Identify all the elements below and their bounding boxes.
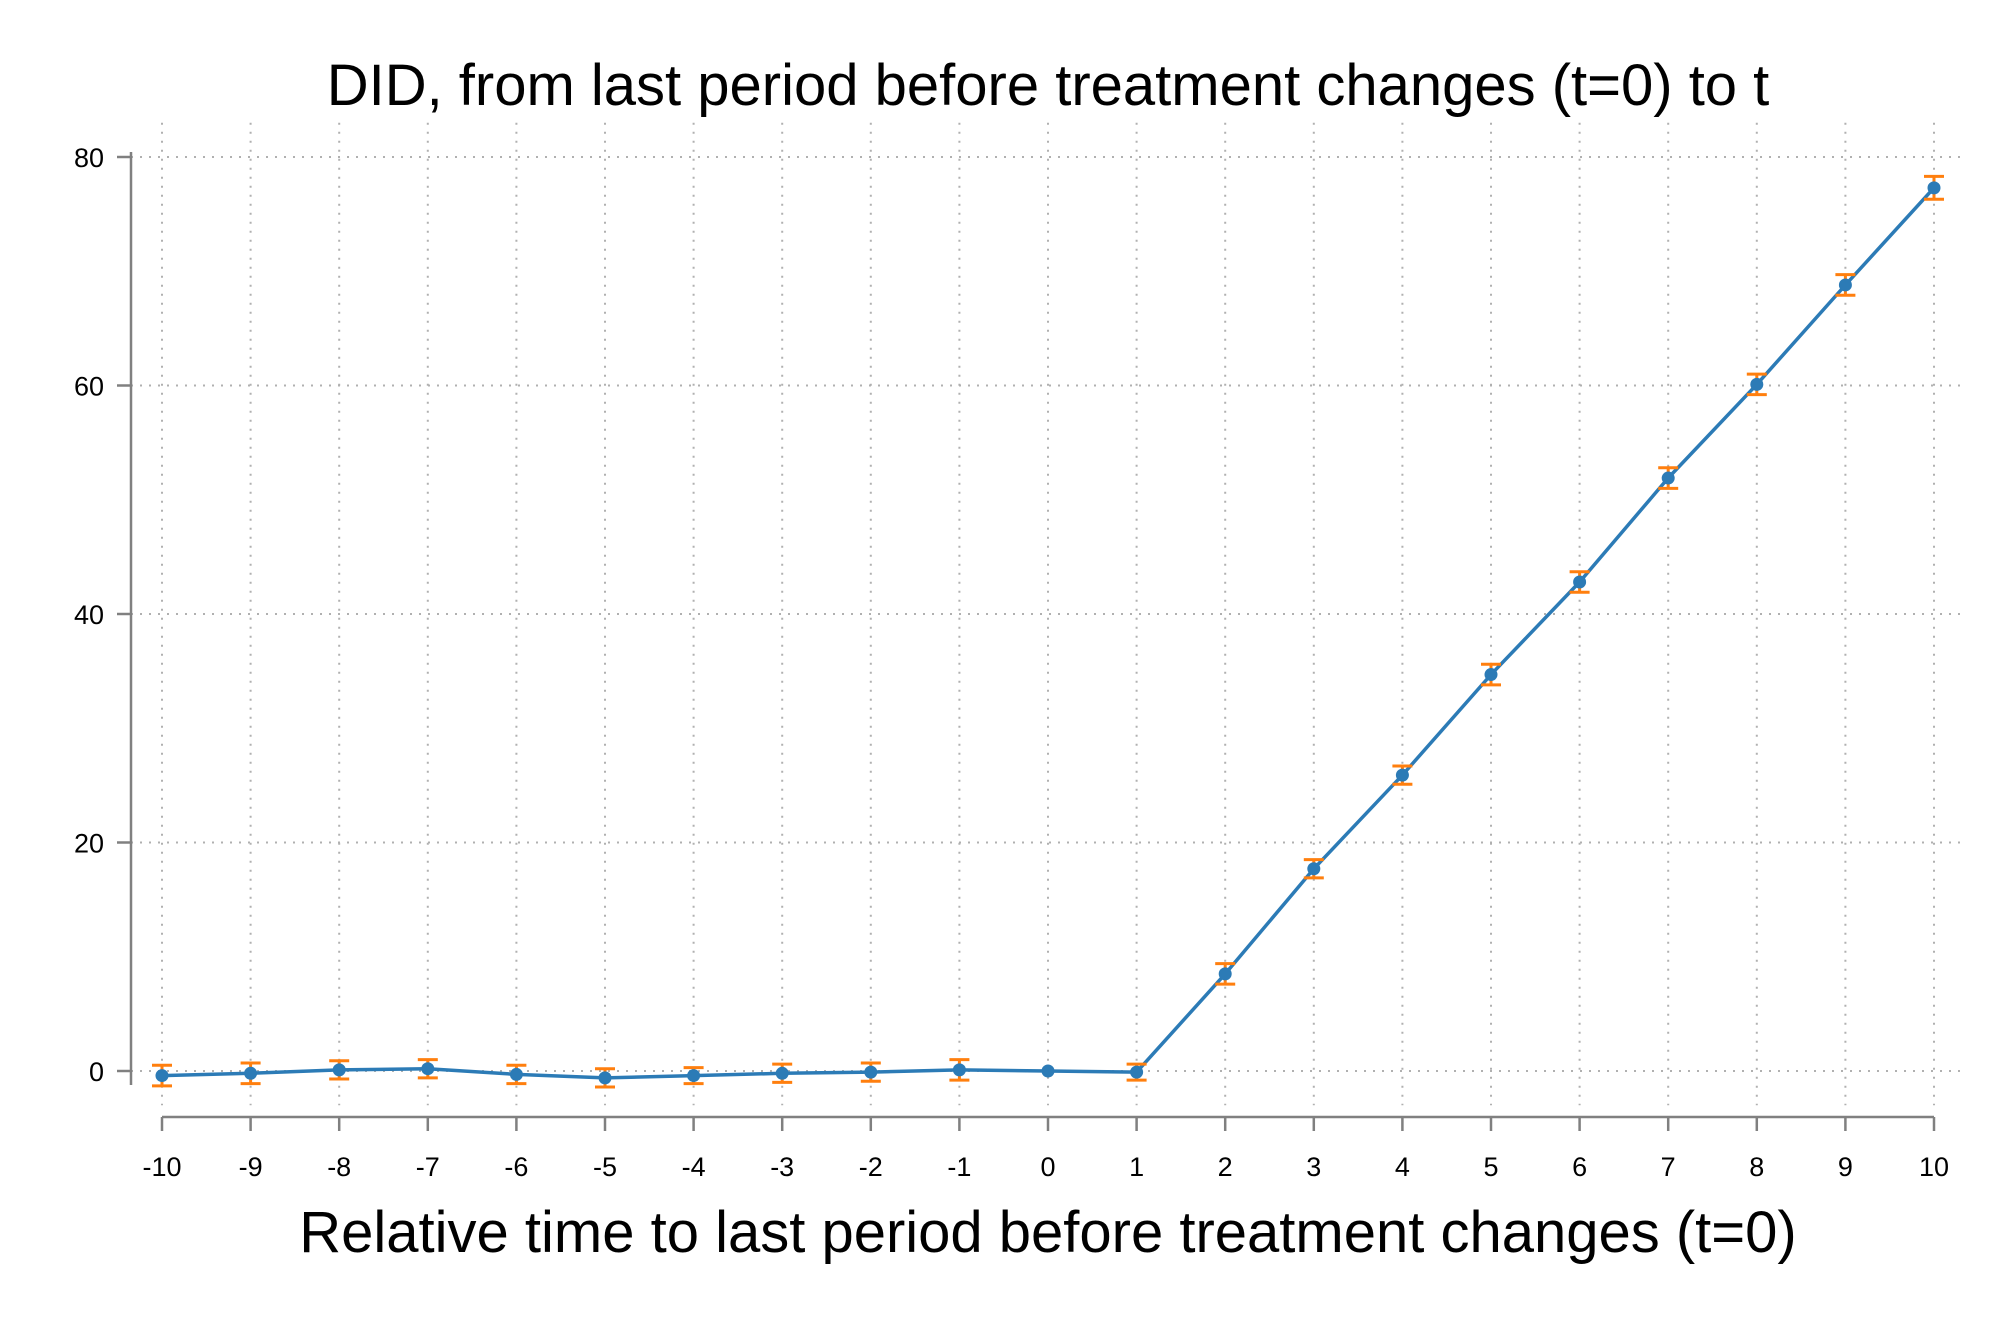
data-point — [1661, 471, 1675, 485]
x-axis-ticks: -10 -9 -8 -7 -6 -5 -4 -3 -2 -1 0 1 2 3 4 5 6 7 8 9 10 — [142, 1117, 1949, 1182]
x-tick-label: -8 — [327, 1152, 351, 1182]
data-point — [1395, 768, 1409, 782]
data-point — [155, 1069, 169, 1083]
x-tick-label: -10 — [142, 1152, 181, 1182]
data-point — [1218, 967, 1232, 981]
y-tick-label: 0 — [89, 1057, 104, 1087]
data-point — [687, 1069, 701, 1083]
y-tick-label: 40 — [74, 600, 104, 630]
y-tick-label: 20 — [74, 829, 104, 859]
data-point — [775, 1066, 789, 1080]
data-point — [1838, 278, 1852, 292]
x-tick-label: -9 — [239, 1152, 263, 1182]
x-tick-label: -7 — [416, 1152, 440, 1182]
y-tick-label: 60 — [74, 372, 104, 402]
x-tick-label: 4 — [1395, 1152, 1410, 1182]
x-tick-label: 9 — [1838, 1152, 1853, 1182]
data-point — [1484, 668, 1498, 682]
data-point — [421, 1062, 435, 1076]
data-point — [332, 1063, 346, 1077]
x-tick-label: 10 — [1919, 1152, 1949, 1182]
x-tick-label: 7 — [1661, 1152, 1676, 1182]
chart-title: DID, from last period before treatment c… — [327, 53, 1770, 118]
data-point — [1307, 862, 1321, 876]
x-tick-label: -5 — [593, 1152, 617, 1182]
x-tick-label: 5 — [1483, 1152, 1498, 1182]
x-tick-label: -3 — [770, 1152, 794, 1182]
data-point — [1041, 1064, 1055, 1078]
data-point — [952, 1063, 966, 1077]
x-tick-label: 1 — [1129, 1152, 1144, 1182]
x-tick-label: 8 — [1749, 1152, 1764, 1182]
data-point — [864, 1065, 878, 1079]
x-tick-label: -1 — [947, 1152, 971, 1182]
x-axis-label: Relative time to last period before trea… — [299, 1200, 1797, 1265]
x-tick-label: 3 — [1306, 1152, 1321, 1182]
x-tick-label: -4 — [682, 1152, 706, 1182]
data-point — [244, 1066, 258, 1080]
data-point — [1927, 181, 1941, 195]
x-tick-label: -6 — [504, 1152, 528, 1182]
x-tick-label: 6 — [1572, 1152, 1587, 1182]
data-point — [598, 1071, 612, 1085]
series-did — [152, 174, 1944, 1089]
data-point — [1750, 377, 1764, 391]
x-tick-label: 0 — [1040, 1152, 1055, 1182]
data-point — [1573, 575, 1587, 589]
y-axis-ticks: 0 20 40 60 80 — [74, 143, 131, 1087]
data-point — [1130, 1065, 1144, 1079]
axes — [129, 152, 1934, 1119]
data-point — [509, 1067, 523, 1081]
grid-lines — [131, 122, 1962, 1106]
y-tick-label: 80 — [74, 143, 104, 173]
x-tick-label: 2 — [1218, 1152, 1233, 1182]
x-tick-label: -2 — [859, 1152, 883, 1182]
